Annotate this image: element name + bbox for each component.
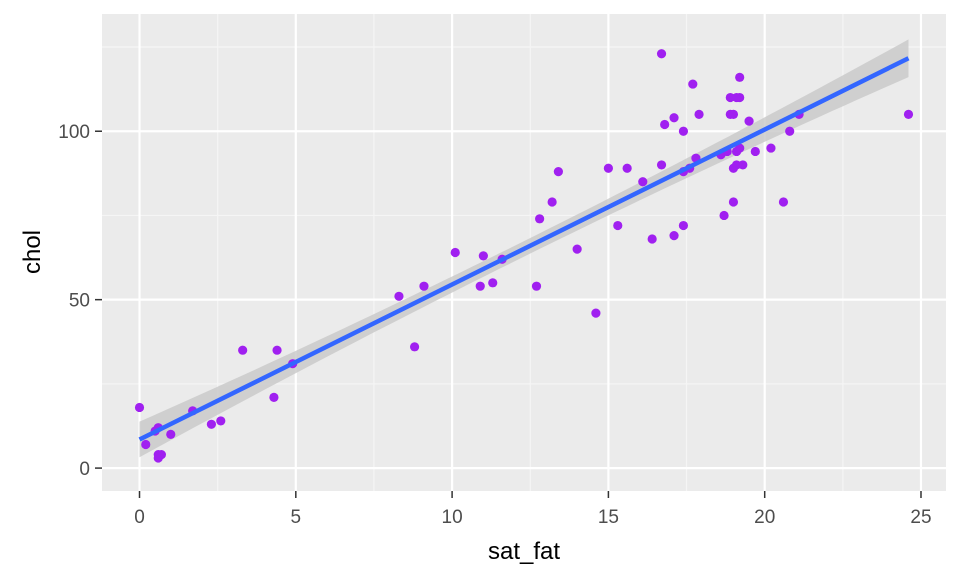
- data-point: [450, 247, 460, 258]
- data-point: [778, 197, 789, 207]
- data-point: [156, 450, 166, 460]
- y-tick-label: 0: [79, 459, 90, 480]
- data-point: [553, 167, 563, 177]
- data-point: [475, 281, 485, 291]
- data-point: [572, 244, 582, 254]
- data-point: [547, 197, 557, 207]
- data-point: [488, 278, 498, 288]
- y-tick-label: 100: [58, 122, 90, 143]
- data-point: [238, 345, 248, 355]
- data-point: [394, 291, 404, 301]
- x-tick-label: 10: [442, 507, 463, 528]
- x-tick-label: 20: [754, 507, 775, 528]
- data-point: [419, 281, 429, 291]
- data-point: [669, 231, 679, 241]
- y-axis: 0 50 100: [58, 122, 102, 480]
- data-point: [660, 119, 670, 130]
- data-point: [409, 342, 420, 352]
- data-point: [613, 220, 623, 231]
- y-axis-title: chol: [19, 230, 46, 274]
- data-point: [735, 92, 745, 103]
- x-axis: 0 5 10 15 20 25: [134, 491, 932, 528]
- data-point: [638, 177, 648, 187]
- data-point: [766, 143, 776, 153]
- data-point: [744, 116, 754, 126]
- data-point: [206, 419, 217, 429]
- data-points: [134, 49, 914, 463]
- y-tick-label: 50: [69, 291, 90, 312]
- x-tick-label: 15: [598, 507, 619, 528]
- x-tick-label: 25: [910, 507, 931, 528]
- data-point: [622, 163, 632, 173]
- data-point: [272, 345, 282, 355]
- data-point: [669, 113, 679, 123]
- regression-line: [138, 56, 910, 442]
- data-point: [738, 160, 748, 170]
- data-point: [134, 402, 145, 413]
- data-point: [903, 109, 914, 119]
- data-point: [735, 72, 745, 82]
- data-point: [735, 143, 745, 153]
- data-point: [535, 214, 545, 224]
- data-point: [141, 439, 151, 450]
- data-point: [647, 234, 657, 244]
- data-point: [728, 197, 739, 207]
- data-point: [678, 220, 689, 231]
- data-point: [728, 109, 739, 119]
- data-point: [591, 308, 601, 318]
- data-point: [478, 251, 488, 261]
- data-point: [694, 109, 704, 119]
- data-point: [269, 392, 279, 402]
- data-point: [656, 160, 667, 170]
- data-point: [216, 416, 226, 426]
- data-point: [531, 281, 542, 291]
- data-point: [688, 79, 698, 89]
- data-point: [719, 210, 729, 221]
- x-tick-label: 5: [291, 507, 302, 528]
- data-point: [785, 126, 795, 136]
- data-point: [656, 49, 667, 59]
- data-point: [166, 429, 176, 440]
- data-point: [603, 163, 614, 173]
- x-axis-title: sat_fat: [488, 538, 560, 565]
- data-point: [750, 146, 760, 157]
- data-point: [678, 126, 689, 136]
- x-tick-label: 0: [134, 507, 145, 528]
